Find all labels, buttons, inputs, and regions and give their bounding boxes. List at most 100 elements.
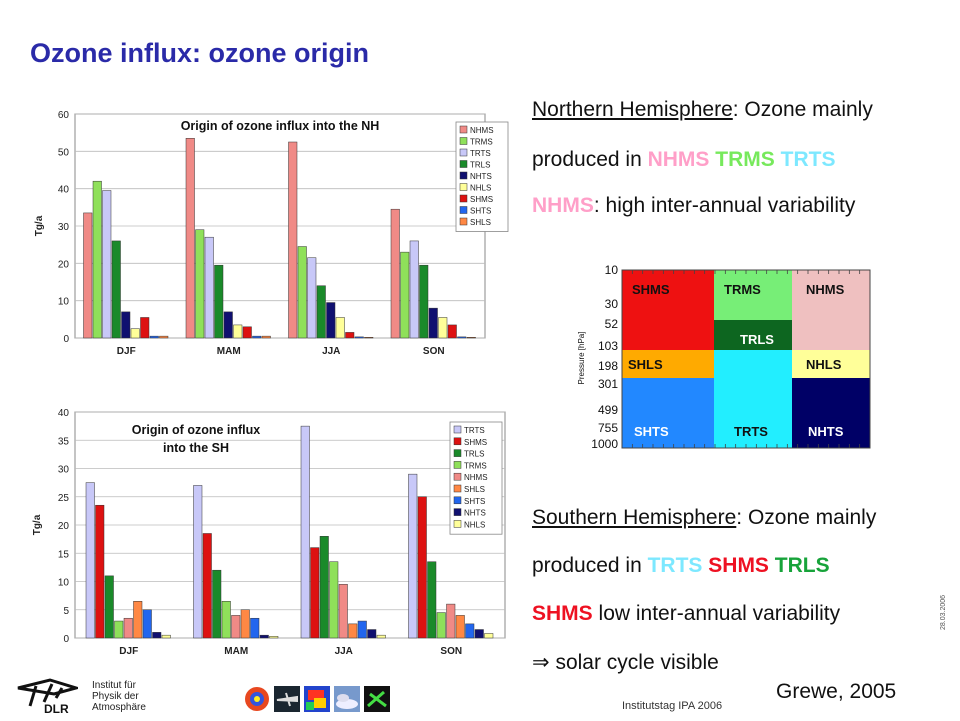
x-tick-label: JJA xyxy=(335,646,353,657)
bar xyxy=(419,264,429,339)
legend-swatch xyxy=(459,217,468,226)
bar xyxy=(133,601,143,639)
bar xyxy=(114,620,124,639)
legend-label: NHTS xyxy=(470,172,492,181)
image-strip xyxy=(244,686,394,714)
sh-line4-rest: solar cycle visible xyxy=(549,651,719,674)
bar xyxy=(214,264,224,339)
legend-label: TRTS xyxy=(464,426,485,435)
event-name: Institutstag IPA 2006 xyxy=(622,700,723,712)
region-label: TRTS xyxy=(734,424,768,439)
y-tick-label: 30 xyxy=(58,465,70,476)
map-thumbnail xyxy=(304,686,330,712)
y-tick-label: 50 xyxy=(58,147,70,158)
bar xyxy=(409,240,419,339)
bar xyxy=(417,496,427,639)
bar xyxy=(193,485,203,639)
legend-swatch xyxy=(453,484,462,493)
bar xyxy=(465,623,475,639)
bar xyxy=(83,212,93,339)
aircraft-thumbnail xyxy=(274,686,300,712)
legend-swatch xyxy=(453,520,462,528)
legend-label: SHLS xyxy=(470,218,491,227)
nh-line1-rest: : Ozone mainly xyxy=(732,98,873,121)
x-tick-label: SON xyxy=(423,346,445,357)
legend-label: TRLS xyxy=(464,450,484,459)
bar xyxy=(102,190,112,339)
legend-swatch xyxy=(453,508,462,516)
bar xyxy=(161,634,171,639)
bar xyxy=(121,311,131,339)
credit: Grewe, 2005 xyxy=(776,680,897,703)
y-tick-label: 40 xyxy=(58,408,70,419)
pressure-label: 198 xyxy=(598,359,618,373)
legend-swatch xyxy=(459,171,468,180)
bar xyxy=(223,311,233,339)
legend-swatch xyxy=(453,472,462,481)
y-tick-label: 20 xyxy=(58,259,70,270)
y-tick-label: 10 xyxy=(58,297,70,308)
sh-bar-chart: 0 5 10 15 20 25 30 35 40 Tg/a DJF MAM JJA SON Origin o… xyxy=(32,408,506,657)
pressure-label: 52 xyxy=(605,317,619,331)
y-tick-label: 35 xyxy=(58,436,70,447)
legend-label: SHMS xyxy=(464,438,487,447)
sh-line3-key: SHMS xyxy=(532,602,593,625)
region-label: NHTS xyxy=(808,424,844,439)
bar xyxy=(240,609,250,639)
nh-bar-chart: 0 10 20 30 40 50 60 Tg/a DJF MAM JJA SON Origin of o… xyxy=(34,110,509,357)
region-diagram-panel: SHMS TRMS NHMS TRLS SHLS NHLS SHTS TRTS NHTS 10 30… xyxy=(572,258,902,458)
y-tick-label: 60 xyxy=(58,110,70,121)
pressure-label: 30 xyxy=(605,297,619,311)
clouds-thumbnail xyxy=(334,686,360,712)
region-cell xyxy=(622,378,714,448)
region-label: SHTS xyxy=(634,424,669,439)
sh-region-trls: TRLS xyxy=(774,554,830,577)
nh-text-line1: Northern Hemisphere: Ozone mainly xyxy=(532,98,873,122)
pressure-label: 10 xyxy=(605,263,619,277)
bar xyxy=(446,603,456,639)
bar xyxy=(195,229,205,339)
sh-line1-rest: : Ozone mainly xyxy=(736,506,877,529)
institute-line3: Atmosphäre xyxy=(92,702,146,713)
sh-region-trts: TRTS xyxy=(647,554,703,577)
region-label: SHMS xyxy=(632,282,670,297)
bar xyxy=(455,615,465,639)
legend-label: NHLS xyxy=(470,184,491,193)
bar xyxy=(250,617,260,639)
sh-text-line2: produced in TRTS SHMS TRLS xyxy=(532,554,830,578)
x-tick-label: MAM xyxy=(224,646,248,657)
x-tick-label: JJA xyxy=(322,346,340,357)
legend-swatch xyxy=(459,148,468,157)
bar xyxy=(436,612,446,639)
chart-title: Origin of ozone influx into the NH xyxy=(181,119,380,133)
region-cell xyxy=(622,350,714,378)
bar xyxy=(466,337,476,339)
y-tick-label: 40 xyxy=(58,185,70,196)
bar xyxy=(357,620,367,639)
legend-label: NHMS xyxy=(464,473,488,482)
bar xyxy=(123,617,133,639)
side-date: 28.03.2006 xyxy=(940,594,947,630)
bar xyxy=(297,246,307,339)
bar xyxy=(348,623,358,639)
y-tick-label: 0 xyxy=(63,334,69,345)
bar xyxy=(269,636,279,639)
dlr-logo-icon: DLR xyxy=(17,678,82,716)
institute-name: Institut für Physik der Atmosphäre xyxy=(92,680,146,713)
bar xyxy=(300,425,310,639)
bar xyxy=(364,337,374,339)
bar xyxy=(345,332,355,339)
bar xyxy=(367,629,377,639)
dlr-logo: DLR xyxy=(14,676,82,716)
y-tick-label: 5 xyxy=(63,606,69,617)
legend-label: NHTS xyxy=(464,509,486,518)
region-cell xyxy=(792,270,870,350)
bar xyxy=(95,504,105,639)
region-diagram: SHMS TRMS NHMS TRLS SHLS NHLS SHTS TRTS NHTS 10 30… xyxy=(577,263,871,451)
bar xyxy=(307,257,317,339)
bar xyxy=(149,335,159,339)
chart-title: into the SH xyxy=(163,441,229,455)
region-cell xyxy=(792,350,870,378)
bar xyxy=(438,317,448,339)
bar xyxy=(204,236,214,339)
